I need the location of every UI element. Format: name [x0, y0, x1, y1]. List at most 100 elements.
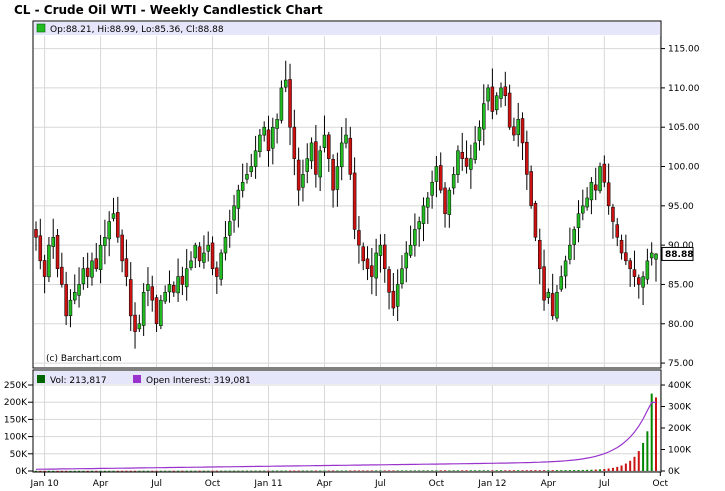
volume-bar: [353, 470, 356, 472]
volume-panel-border: [32, 369, 662, 473]
volume-bar: [616, 466, 619, 471]
candle-down: [124, 258, 129, 277]
volume-bar: [422, 470, 425, 471]
volume-bar: [159, 470, 162, 472]
last-price-label: 88.88: [665, 250, 693, 260]
volume-bar: [521, 470, 524, 471]
candle-up: [245, 174, 249, 180]
candle-up: [318, 150, 322, 178]
candle-down: [60, 266, 64, 285]
volume-bar: [336, 470, 339, 472]
candle-down: [637, 277, 641, 285]
price-y-tick-label: 75.00: [668, 359, 694, 369]
volume-grid: [34, 384, 661, 472]
candle-up: [645, 260, 650, 280]
volume-bar: [405, 470, 408, 471]
candle-down: [348, 137, 353, 175]
volume-bar: [254, 470, 257, 472]
volume-bar: [650, 393, 653, 471]
candle-up: [189, 260, 193, 269]
volume-bar: [250, 470, 253, 472]
candle-up: [141, 292, 146, 326]
candle-up: [572, 229, 576, 245]
candle-down: [537, 239, 542, 269]
candle-down: [632, 269, 637, 277]
volume-bar: [452, 470, 455, 471]
volume-bar: [172, 470, 175, 472]
volume-bar: [551, 470, 554, 471]
candle-down: [490, 86, 495, 112]
volume-bar: [323, 470, 326, 472]
candle-down: [34, 229, 38, 238]
volume-legend-band: [34, 371, 660, 384]
candle-up: [279, 87, 284, 121]
volume-bar: [112, 470, 115, 472]
candle-down: [602, 163, 607, 183]
volume-bar: [138, 470, 141, 472]
volume-y-axis: 0K 50K 100K 150K 200K 250K: [4, 381, 33, 477]
candle-down: [116, 212, 120, 238]
volume-y-tick-label: 200K: [4, 398, 28, 408]
candle-down: [533, 202, 538, 238]
candle-down: [327, 134, 331, 159]
volume-bar: [129, 470, 132, 472]
volume-bar: [241, 470, 244, 472]
volume-bar: [474, 470, 477, 471]
volume-bar: [306, 470, 309, 472]
candle-up: [335, 166, 340, 190]
candle-up: [301, 174, 305, 188]
volume-bar: [504, 470, 507, 471]
volume-bar: [444, 470, 447, 471]
candle-up: [146, 284, 150, 291]
x-tick-label: Apr: [317, 479, 333, 489]
candle-down: [550, 293, 555, 317]
price-panel-bg: [33, 21, 661, 368]
volume-y-tick-label: 100K: [4, 433, 28, 443]
volume-bar: [177, 470, 180, 472]
volume-bar: [461, 470, 464, 471]
candle-up: [90, 260, 94, 278]
volume-bar: [301, 470, 304, 472]
price-panel-border: [32, 20, 662, 369]
volume-bar: [624, 463, 627, 471]
volume-bar: [73, 470, 76, 472]
candle-down: [460, 151, 465, 159]
candle-up: [430, 181, 434, 196]
oi-legend: Open Interest: 319,081: [146, 376, 251, 386]
x-axis: Jan 10 Apr Jul Oct Jan 11 Apr Jul Oct Jan 12 Apr J…: [30, 472, 669, 489]
volume-bar: [478, 470, 481, 471]
volume-bar: [349, 470, 352, 472]
volume-bar: [164, 470, 167, 472]
volume-bar: [90, 470, 93, 472]
candle-up: [378, 244, 383, 256]
volume-bar: [233, 470, 236, 472]
candle-up: [456, 150, 460, 175]
volume-y-tick-label: 50K: [10, 450, 28, 460]
volume-bar: [590, 469, 593, 471]
volume-bar: [289, 470, 292, 472]
volume-bar: [482, 470, 485, 471]
volume-bar: [611, 467, 614, 471]
candle-down: [464, 157, 469, 167]
candle-up: [193, 244, 198, 259]
volume-bar: [56, 470, 59, 472]
volume-bar: [319, 470, 322, 472]
volume-bar: [151, 470, 154, 472]
volume-bar: [207, 470, 210, 472]
candle-up: [581, 205, 585, 214]
candle-up: [400, 268, 404, 284]
vol-legend-swatch: [37, 375, 45, 383]
oi-y-tick-label: 300K: [668, 403, 692, 413]
candle-down: [593, 184, 598, 191]
volume-bar: [388, 470, 391, 472]
volume-bar: [534, 470, 537, 471]
volume-bar: [448, 470, 451, 471]
price-y-axis: 75.00 80.00 85.00 90.00 95.00 100.00 105.00 110…: [661, 45, 700, 369]
price-panel: 75.00 80.00 85.00 90.00 95.00 100.00 105.00 110…: [32, 20, 700, 369]
candle-down: [42, 260, 47, 277]
oi-y-tick-label: 200K: [668, 424, 692, 434]
oi-y-tick-label: 100K: [668, 446, 692, 456]
volume-bar: [69, 470, 72, 472]
candle-down: [443, 187, 447, 214]
candle-up: [258, 134, 262, 152]
